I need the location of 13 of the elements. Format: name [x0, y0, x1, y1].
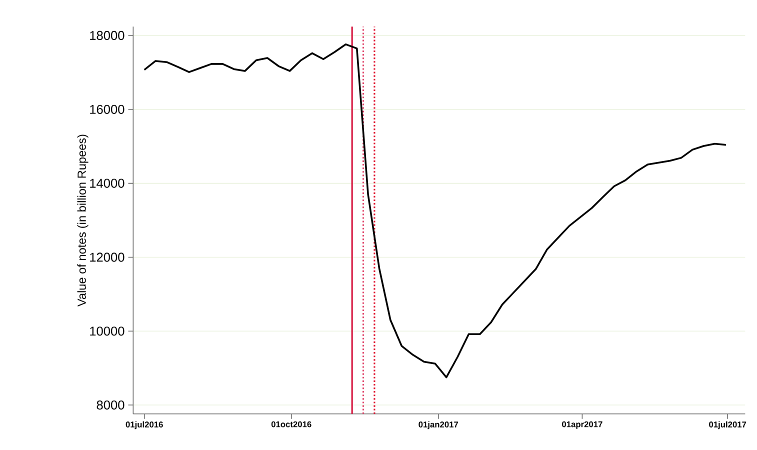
line-series [143, 43, 727, 378]
y-tick-label: 14000 [90, 178, 124, 188]
y-tick-label: 8000 [96, 400, 124, 410]
x-tick-label: 01apr2017 [562, 421, 602, 429]
y-tick-label: 12000 [90, 252, 124, 262]
y-axis-title: Value of notes (in billion Rupees) [77, 134, 88, 306]
x-tick-label: 01jul2016 [126, 421, 163, 429]
y-tick-label: 16000 [90, 104, 124, 114]
x-tick-label: 01jul2017 [709, 421, 746, 429]
x-tick-label: 01oct2016 [271, 421, 312, 428]
y-tick-label: 18000 [90, 30, 124, 40]
y-tick-label: 10000 [90, 326, 124, 336]
x-tick-label: 01jan2017 [418, 421, 458, 429]
